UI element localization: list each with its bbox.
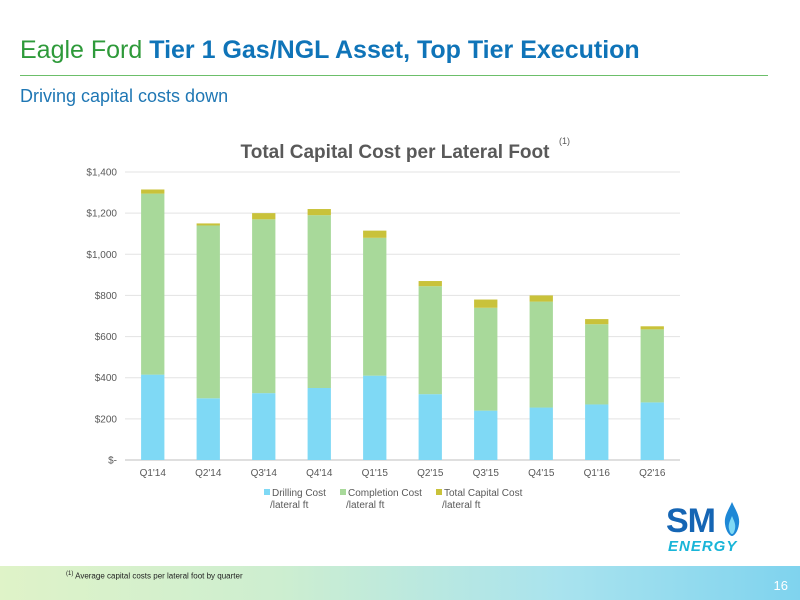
y-tick-label: $400 xyxy=(95,373,118,384)
title-divider xyxy=(20,75,768,76)
bar-segment-total xyxy=(196,223,220,226)
page-number: 16 xyxy=(773,578,788,593)
footer-bar xyxy=(0,566,800,600)
bar-segment-drilling xyxy=(474,410,498,460)
chart-title: Total Capital Cost per Lateral Foot xyxy=(241,142,551,163)
legend-swatch xyxy=(436,489,442,495)
bar-segment-total xyxy=(474,299,498,308)
bar-segment-drilling xyxy=(585,404,609,460)
x-tick-label: Q1'15 xyxy=(362,468,389,479)
bar-segment-total xyxy=(640,326,664,330)
page-title-lead: Eagle Ford xyxy=(20,36,150,64)
footnote: (1) Average capital costs per lateral fo… xyxy=(66,571,243,581)
bar-segment-completion xyxy=(307,215,331,388)
logo-text-main: SM xyxy=(666,502,716,540)
bar-segment-drilling xyxy=(529,407,553,460)
y-tick-label: $200 xyxy=(95,414,118,425)
legend-label: /lateral ft xyxy=(346,500,385,511)
x-tick-label: Q1'14 xyxy=(140,468,167,479)
bar-segment-drilling xyxy=(307,388,331,460)
footnote-marker: (1) xyxy=(66,571,74,577)
bar-segment-drilling xyxy=(640,402,664,460)
bar-segment-drilling xyxy=(418,394,442,460)
y-tick-label: $- xyxy=(108,456,117,467)
bar-segment-total xyxy=(418,281,442,287)
bar-segment-drilling xyxy=(363,375,387,460)
legend-label: Completion Cost xyxy=(348,488,422,499)
y-tick-label: $1,400 xyxy=(86,168,117,179)
page-title: Eagle Ford Tier 1 Gas/NGL Asset, Top Tie… xyxy=(20,36,640,65)
y-tick-label: $1,000 xyxy=(86,250,117,261)
bar-segment-total xyxy=(585,319,609,325)
bar-segment-completion xyxy=(363,237,387,376)
page-title-bold: Tier 1 Gas/NGL Asset, Top Tier Execution xyxy=(149,36,640,64)
legend-swatch xyxy=(340,489,346,495)
footnote-text: Average capital costs per lateral foot b… xyxy=(75,571,243,581)
bar-segment-total xyxy=(141,189,165,194)
bar-segment-completion xyxy=(585,324,609,405)
page-subtitle: Driving capital costs down xyxy=(20,86,229,106)
x-tick-label: Q2'14 xyxy=(195,468,222,479)
legend-label: Drilling Cost xyxy=(272,488,326,499)
y-tick-label: $800 xyxy=(95,291,118,302)
x-tick-label: Q3'14 xyxy=(251,468,278,479)
sm-energy-logo: SM ENERGY xyxy=(664,502,784,560)
bar-segment-drilling xyxy=(196,398,220,460)
x-tick-label: Q4'15 xyxy=(528,468,555,479)
bar-segment-completion xyxy=(640,329,664,403)
bar-segment-total xyxy=(252,213,276,220)
bar-segment-completion xyxy=(474,307,498,411)
flame-icon xyxy=(724,502,740,536)
y-tick-label: $600 xyxy=(95,332,118,343)
x-tick-label: Q3'15 xyxy=(473,468,500,479)
legend-label: /lateral ft xyxy=(270,500,309,511)
y-tick-label: $1,200 xyxy=(86,209,117,220)
bar-segment-total xyxy=(363,230,387,238)
x-tick-label: Q2'16 xyxy=(639,468,666,479)
x-tick-label: Q2'15 xyxy=(417,468,444,479)
legend-label: Total Capital Cost xyxy=(444,488,523,499)
bar-segment-total xyxy=(529,295,553,302)
bar-segment-completion xyxy=(418,286,442,395)
x-tick-label: Q4'14 xyxy=(306,468,333,479)
bar-segment-drilling xyxy=(252,393,276,460)
bar-segment-completion xyxy=(141,193,165,375)
logo-text-sub: ENERGY xyxy=(668,538,738,555)
bar-segment-total xyxy=(307,209,331,216)
legend-swatch xyxy=(264,489,270,495)
bar-segment-completion xyxy=(196,225,220,399)
bar-segment-completion xyxy=(252,219,276,394)
chart-title-superscript: (1) xyxy=(559,136,570,146)
stacked-bar-chart: Total Capital Cost per Lateral Foot (1) $-… xyxy=(86,136,680,511)
legend-label: /lateral ft xyxy=(442,500,481,511)
bar-segment-completion xyxy=(529,301,553,408)
bar-segment-drilling xyxy=(141,374,165,460)
x-tick-label: Q1'16 xyxy=(584,468,611,479)
